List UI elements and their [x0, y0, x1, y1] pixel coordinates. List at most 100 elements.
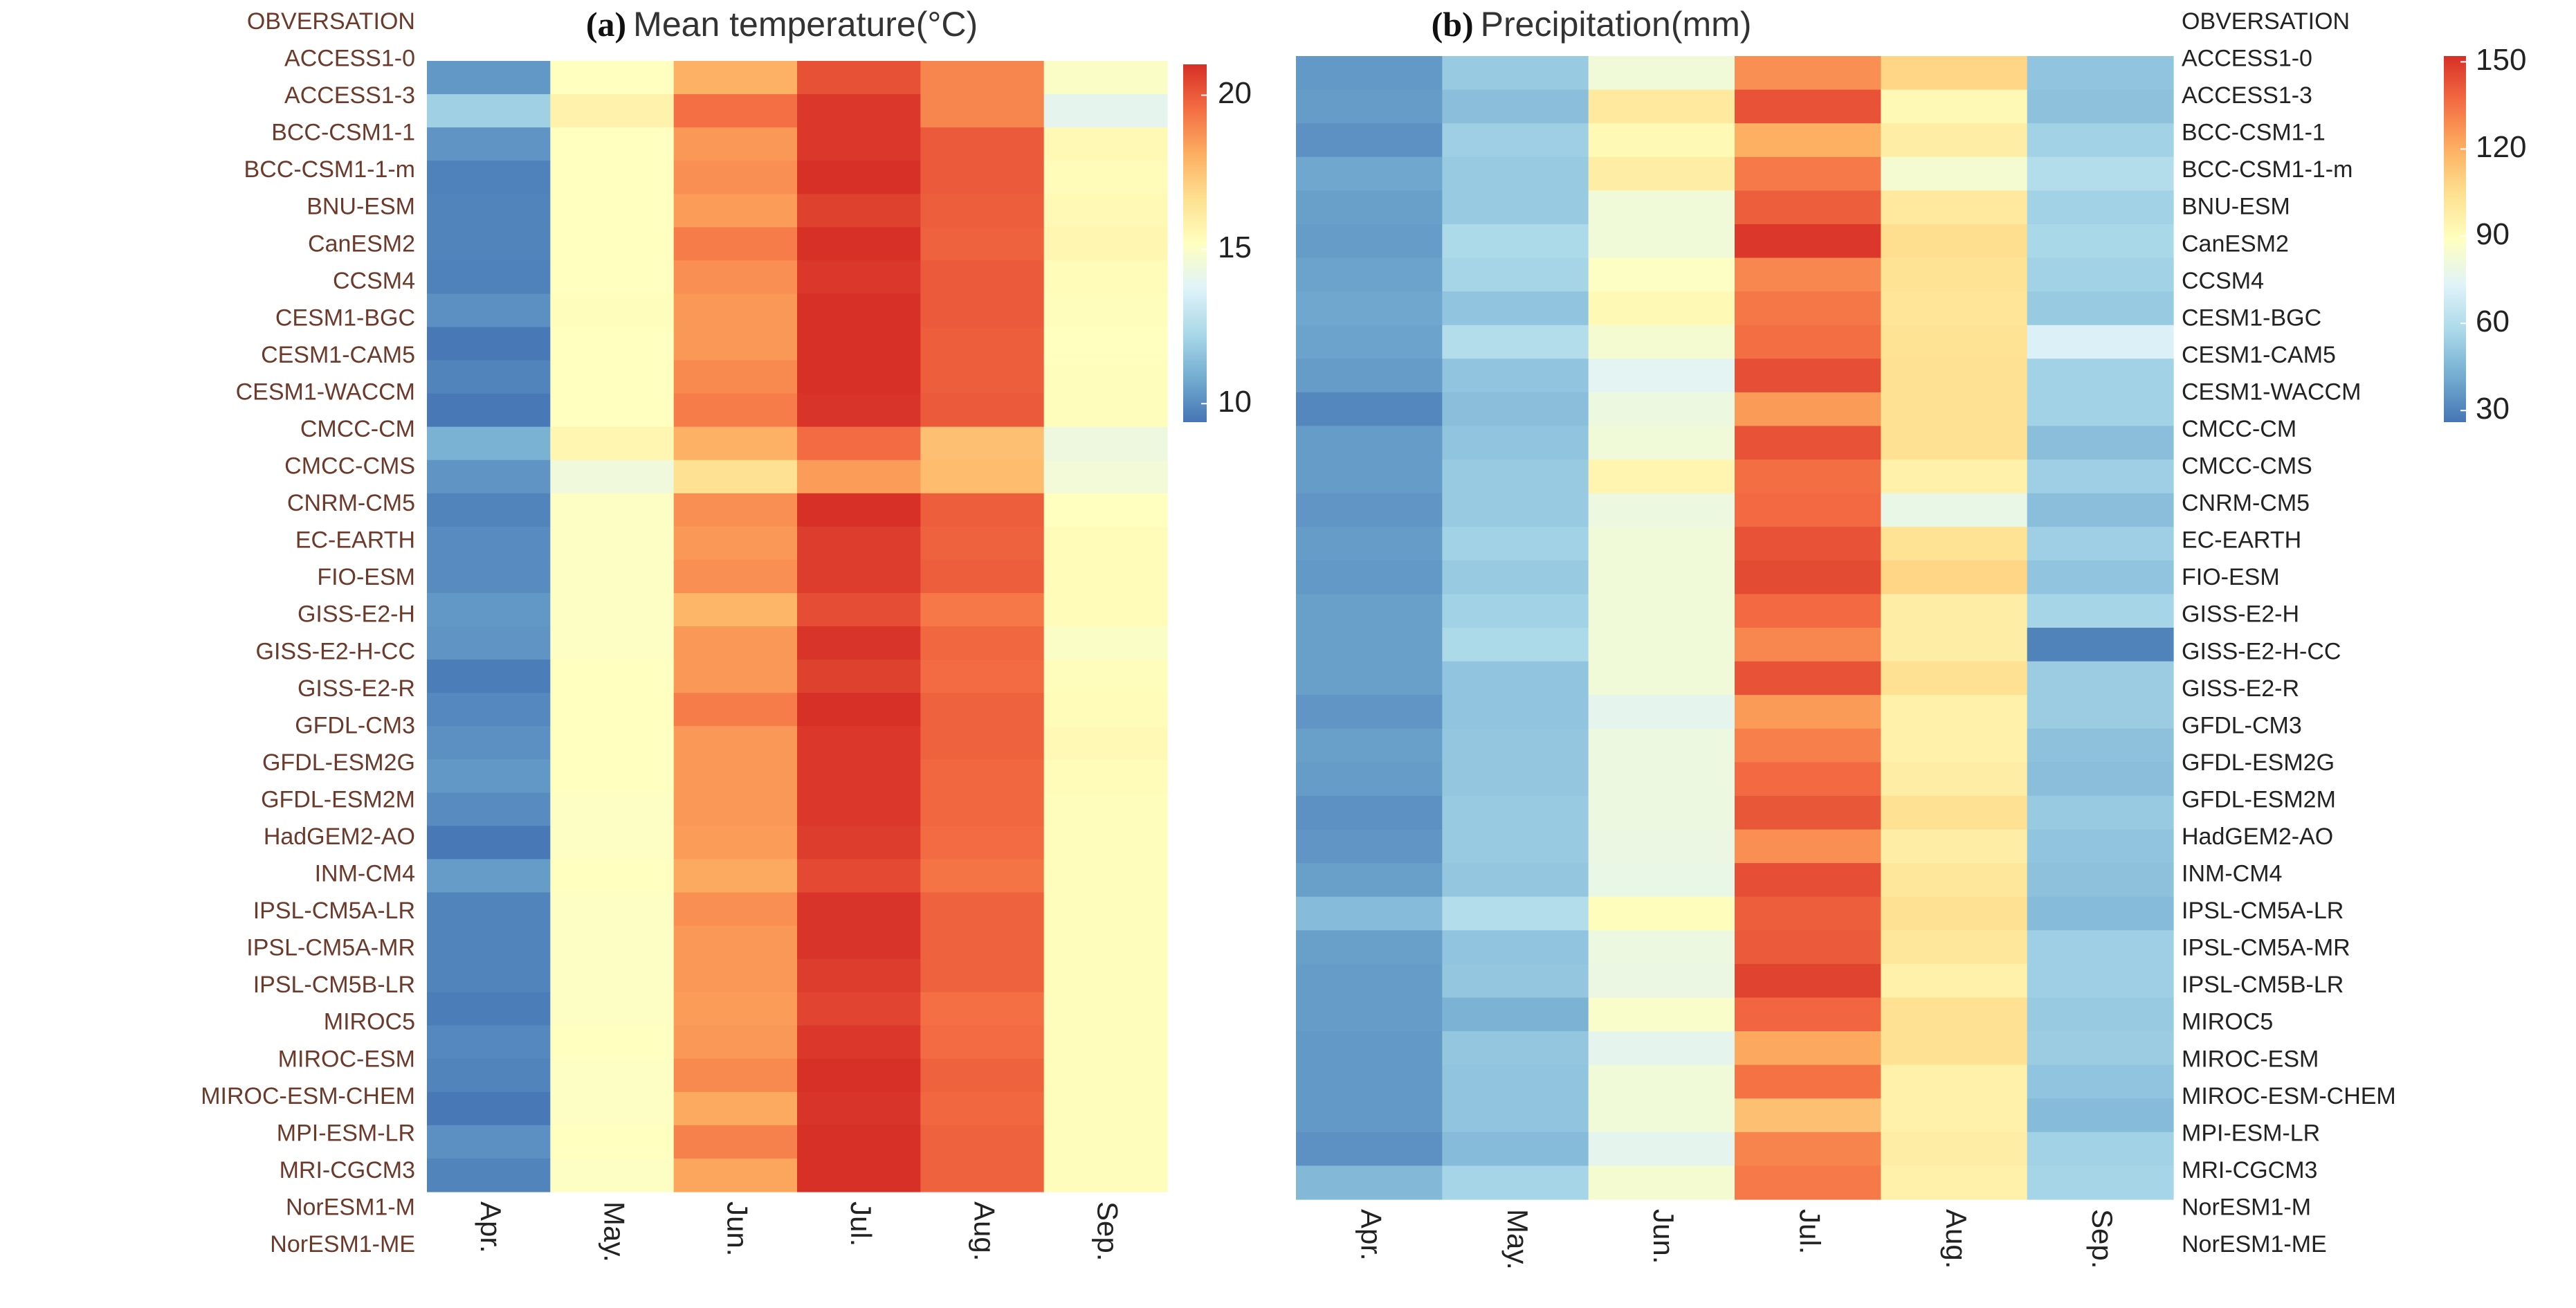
row-label: OBVERSATION [2182, 8, 2350, 35]
heatmap-cell [1043, 592, 1168, 627]
heatmap-cell [550, 161, 675, 194]
heatmap-cell [1881, 190, 2028, 225]
heatmap-cell [1881, 997, 2028, 1032]
heatmap-cell [1296, 527, 1443, 561]
heatmap-cell [550, 592, 675, 627]
heatmap-cell [550, 693, 675, 727]
row-label: EC-EARTH [2182, 527, 2301, 554]
heatmap-cell [1735, 56, 1881, 91]
heatmap-cell [2027, 762, 2174, 797]
heatmap-cell [2027, 1098, 2174, 1133]
row-label: MRI-CGCM3 [2182, 1157, 2317, 1183]
row-label: GFDL-CM3 [295, 712, 415, 738]
heatmap-cell [2027, 224, 2174, 259]
heatmap-cell [1588, 426, 1735, 460]
heatmap-cell [1881, 89, 2028, 124]
heatmap-cell [797, 859, 921, 893]
heatmap-cell [1881, 661, 2028, 696]
heatmap-cell [673, 559, 798, 594]
heatmap-cell [1296, 1031, 1443, 1066]
heatmap-cell [1043, 127, 1168, 161]
heatmap-cell [797, 559, 921, 594]
row-label: NorESM1-ME [2182, 1231, 2327, 1257]
heatmap-cell [797, 925, 921, 960]
heatmap-cell [2027, 795, 2174, 830]
heatmap-cell [1043, 559, 1168, 594]
row-label: BNU-ESM [307, 194, 415, 220]
heatmap-cell [1043, 393, 1168, 428]
heatmap-cell [920, 1158, 1045, 1192]
heatmap-cell [920, 759, 1045, 793]
heatmap-cell [1043, 925, 1168, 960]
colorbar [1183, 64, 1207, 422]
heatmap-cell [427, 61, 551, 95]
row-label: BNU-ESM [2182, 194, 2290, 220]
heatmap-cell [1442, 594, 1589, 628]
panel-b-tag: (b) [1431, 5, 1474, 44]
heatmap-cell [427, 592, 551, 627]
row-label: MRI-CGCM3 [280, 1157, 415, 1183]
heatmap-cell [920, 992, 1045, 1026]
heatmap-cell [920, 293, 1045, 328]
heatmap-cell [1296, 896, 1443, 931]
heatmap-cell [427, 1025, 551, 1060]
heatmap-cell [797, 94, 921, 128]
row-label: GFDL-ESM2G [2182, 750, 2335, 776]
heatmap-cell [1735, 661, 1881, 696]
row-label: INM-CM4 [2182, 860, 2282, 887]
row-label: CESM1-BGC [275, 305, 415, 331]
heatmap-cell [673, 426, 798, 461]
heatmap-cell [1735, 1098, 1881, 1133]
heatmap-cell [797, 792, 921, 826]
column-label: Apr. [475, 1201, 507, 1253]
heatmap-cell [550, 826, 675, 860]
heatmap-cell [1881, 291, 2028, 326]
heatmap-cell [1588, 930, 1735, 965]
heatmap-cell [427, 293, 551, 328]
row-label: HadGEM2-AO [2182, 824, 2333, 850]
heatmap-cell [1588, 728, 1735, 763]
heatmap-cell [1442, 1031, 1589, 1066]
heatmap-cell [550, 127, 675, 161]
heatmap-cell [920, 194, 1045, 228]
heatmap-cell [1735, 392, 1881, 427]
heatmap-cell [1588, 695, 1735, 729]
heatmap-cell [550, 1125, 675, 1159]
heatmap-cell [427, 759, 551, 793]
heatmap-cell [673, 293, 798, 328]
colorbar-tick-label: 10 [1218, 385, 1252, 419]
heatmap-cell [1043, 1125, 1168, 1159]
heatmap-cell [1442, 392, 1589, 427]
heatmap-cell [1735, 123, 1881, 158]
heatmap-cell [1296, 695, 1443, 729]
heatmap-cell [1881, 392, 2028, 427]
heatmap-cell [427, 626, 551, 660]
heatmap-cell [1043, 526, 1168, 561]
heatmap-cell [673, 892, 798, 927]
row-label: CESM1-BGC [2182, 305, 2321, 331]
heatmap-cell [1442, 257, 1589, 292]
heatmap-cell [2027, 190, 2174, 225]
heatmap-cell [1043, 1158, 1168, 1192]
heatmap-cell [1442, 190, 1589, 225]
heatmap-cell [550, 460, 675, 494]
row-label: BCC-CSM1-1-m [244, 156, 415, 183]
heatmap-cell [673, 227, 798, 261]
heatmap-cell [1296, 358, 1443, 393]
heatmap-cell [1043, 293, 1168, 328]
heatmap-cell [1296, 56, 1443, 91]
heatmap-cell [427, 925, 551, 960]
heatmap-cell [550, 227, 675, 261]
heatmap-cell [427, 992, 551, 1026]
heatmap-cell [1442, 291, 1589, 326]
heatmap-cell [1881, 594, 2028, 628]
heatmap-cell [1881, 426, 2028, 460]
heatmap-cell [1296, 493, 1443, 527]
column-label: Jun. [722, 1201, 754, 1256]
heatmap-cell [797, 759, 921, 793]
heatmap-cell [1442, 56, 1589, 91]
heatmap-cell [920, 526, 1045, 561]
row-label: FIO-ESM [317, 564, 415, 590]
heatmap-cell [673, 1125, 798, 1159]
row-label: CCSM4 [333, 268, 415, 294]
